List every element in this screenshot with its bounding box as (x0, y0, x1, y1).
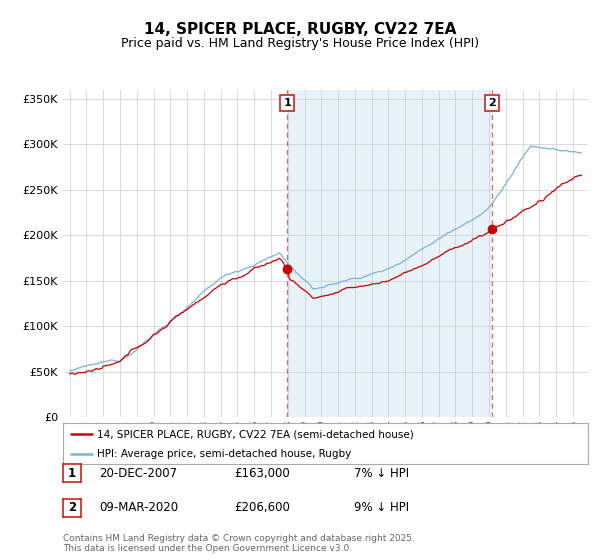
Text: Contains HM Land Registry data © Crown copyright and database right 2025.
This d: Contains HM Land Registry data © Crown c… (63, 534, 415, 553)
Text: 2: 2 (488, 98, 496, 108)
Text: £206,600: £206,600 (234, 501, 290, 515)
Text: 14, SPICER PLACE, RUGBY, CV22 7EA: 14, SPICER PLACE, RUGBY, CV22 7EA (144, 22, 456, 38)
Text: 20-DEC-2007: 20-DEC-2007 (99, 466, 177, 480)
Text: 1: 1 (68, 466, 76, 480)
Text: HPI: Average price, semi-detached house, Rugby: HPI: Average price, semi-detached house,… (97, 449, 352, 459)
Text: Price paid vs. HM Land Registry's House Price Index (HPI): Price paid vs. HM Land Registry's House … (121, 37, 479, 50)
Text: 14, SPICER PLACE, RUGBY, CV22 7EA (semi-detached house): 14, SPICER PLACE, RUGBY, CV22 7EA (semi-… (97, 430, 414, 439)
Text: 09-MAR-2020: 09-MAR-2020 (99, 501, 178, 515)
Text: 7% ↓ HPI: 7% ↓ HPI (354, 466, 409, 480)
Text: 2: 2 (68, 501, 76, 515)
Text: 1: 1 (283, 98, 291, 108)
Bar (287, 90, 492, 417)
Text: £163,000: £163,000 (234, 466, 290, 480)
Text: 9% ↓ HPI: 9% ↓ HPI (354, 501, 409, 515)
